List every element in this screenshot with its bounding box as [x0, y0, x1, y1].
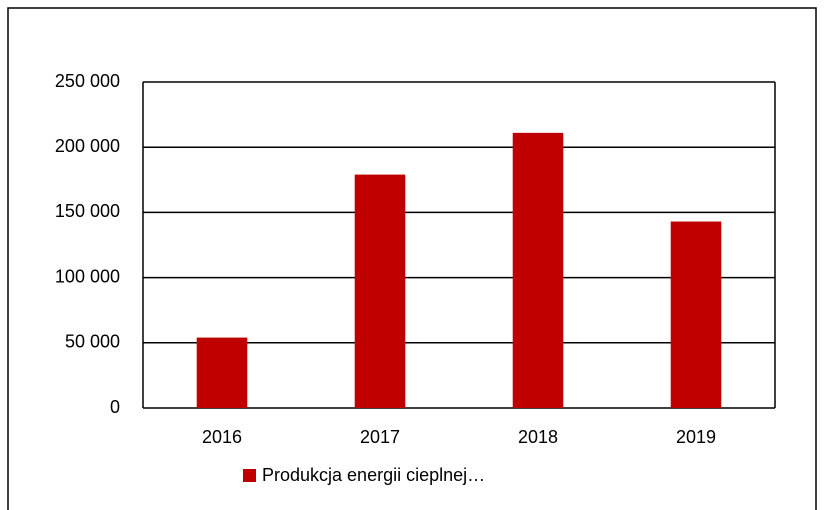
y-tick-label: 0 — [110, 397, 120, 417]
y-tick-label: 100 000 — [55, 266, 120, 286]
y-tick-label: 200 000 — [55, 136, 120, 156]
x-tick-label: 2017 — [360, 427, 400, 447]
legend-label: Produkcja energii cieplnej… — [262, 465, 485, 485]
x-tick-label: 2018 — [518, 427, 558, 447]
bar — [512, 132, 564, 408]
y-tick-label: 150 000 — [55, 201, 120, 221]
y-tick-label: 250 000 — [55, 71, 120, 91]
y-tick-label: 50 000 — [65, 332, 120, 352]
x-tick-label: 2016 — [202, 427, 242, 447]
legend-swatch — [243, 469, 256, 482]
bar — [196, 337, 248, 408]
bar — [354, 174, 406, 408]
bar — [670, 221, 722, 408]
x-tick-label: 2019 — [676, 427, 716, 447]
